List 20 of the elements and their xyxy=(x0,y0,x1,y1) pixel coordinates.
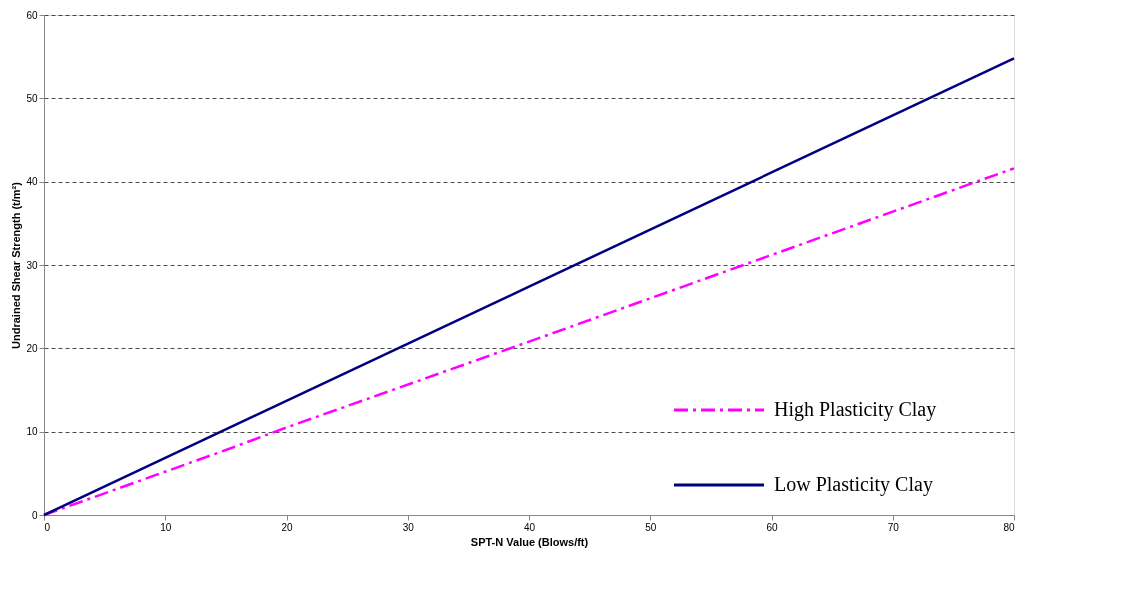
x-tick-label: 80 xyxy=(1003,521,1015,533)
x-tick-label: 40 xyxy=(523,521,536,533)
y-tick-label: 40 xyxy=(26,176,38,188)
y-tick-label: 30 xyxy=(26,259,38,271)
x-tick-label: 0 xyxy=(44,521,51,533)
y-tick-label: 10 xyxy=(26,426,38,438)
x-axis-title: SPT-N Value (Blows/ft) xyxy=(470,535,589,548)
legend-label: Low Plasticity Clay xyxy=(774,473,933,496)
y-tick-label: 20 xyxy=(26,342,38,354)
y-tick-label: 0 xyxy=(31,509,38,521)
x-tick-label: 60 xyxy=(766,521,778,533)
legend-label: High Plasticity Clay xyxy=(774,398,937,421)
x-tick-label: 10 xyxy=(160,521,172,533)
x-tick-label: 20 xyxy=(281,521,293,533)
y-tick-label: 50 xyxy=(26,92,38,104)
x-tick-label: 50 xyxy=(645,521,657,533)
x-tick-label: 30 xyxy=(402,521,415,533)
y-axis-title: Undrained Shear Strength (t/m²) xyxy=(10,181,23,349)
x-tick-label: 70 xyxy=(887,521,900,533)
y-tick-label: 60 xyxy=(26,9,38,21)
